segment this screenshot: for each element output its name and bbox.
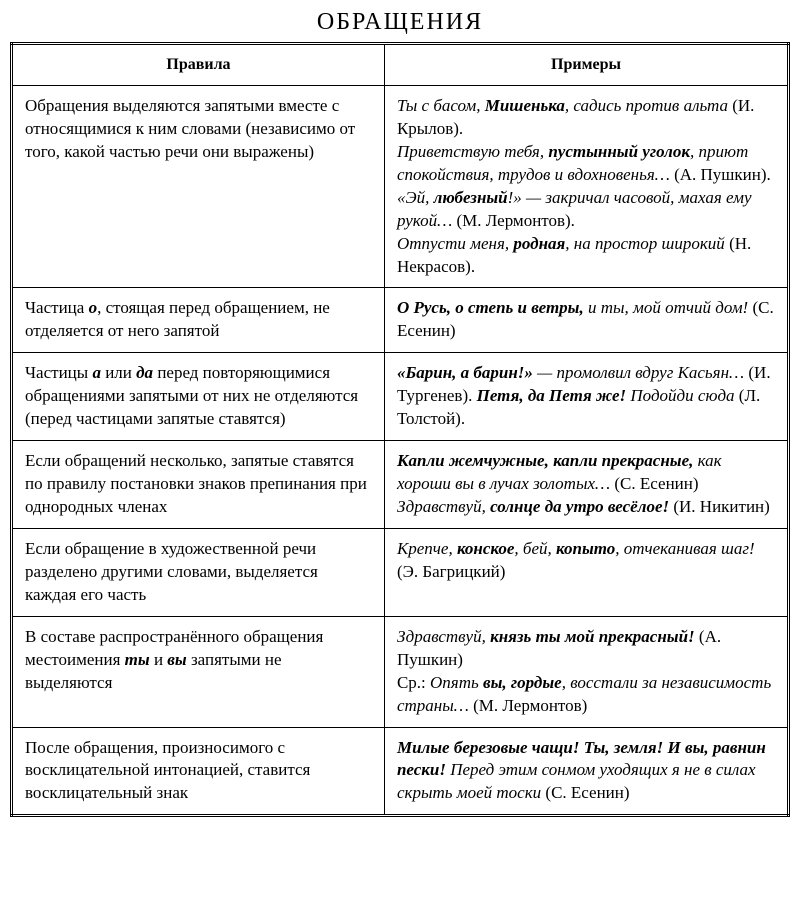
- table-row: В составе распространённого обращения ме…: [12, 616, 789, 727]
- table-row: После обращения, произносимого с восклиц…: [12, 727, 789, 816]
- table-row: Частица о, стоящая перед обращением, не …: [12, 288, 789, 353]
- appeals-table: Правила Примеры Обращения выделяются зап…: [10, 42, 790, 817]
- rule-cell: Частицы а или да перед повторяющимися об…: [12, 353, 385, 441]
- table-row: Частицы а или да перед повторяющимися об…: [12, 353, 789, 441]
- example-cell: Здравствуй, князь ты мой прекрасный! (А.…: [384, 616, 788, 727]
- example-cell: «Барин, а барин!» — промолвил вдруг Кась…: [384, 353, 788, 441]
- example-cell: О Русь, о степь и ветры, и ты, мой отчий…: [384, 288, 788, 353]
- example-cell: Милые березовые чащи! Ты, земля! И вы, р…: [384, 727, 788, 816]
- table-row: Если обращение в художественной речи раз…: [12, 528, 789, 616]
- rule-cell: После обращения, произносимого с восклиц…: [12, 727, 385, 816]
- page-title: ОБРАЩЕНИЯ: [10, 6, 790, 38]
- example-cell: Крепче, конское, бей, копыто, отчеканива…: [384, 528, 788, 616]
- header-examples: Примеры: [384, 44, 788, 86]
- rule-cell: Если обращение в художественной речи раз…: [12, 528, 385, 616]
- rule-cell: Обращения выделяются запятыми вместе с о…: [12, 85, 385, 288]
- rule-cell: В составе распространённого обращения ме…: [12, 616, 385, 727]
- rule-cell: Если обращений несколько, запятые ставят…: [12, 441, 385, 529]
- table-row: Если обращений несколько, запятые ставят…: [12, 441, 789, 529]
- table-row: Обращения выделяются запятыми вместе с о…: [12, 85, 789, 288]
- example-cell: Ты с басом, Мишенька, садись против альт…: [384, 85, 788, 288]
- rule-cell: Частица о, стоящая перед обращением, не …: [12, 288, 385, 353]
- header-rules: Правила: [12, 44, 385, 86]
- table-header-row: Правила Примеры: [12, 44, 789, 86]
- example-cell: Капли жемчужные, капли прекрасные, как х…: [384, 441, 788, 529]
